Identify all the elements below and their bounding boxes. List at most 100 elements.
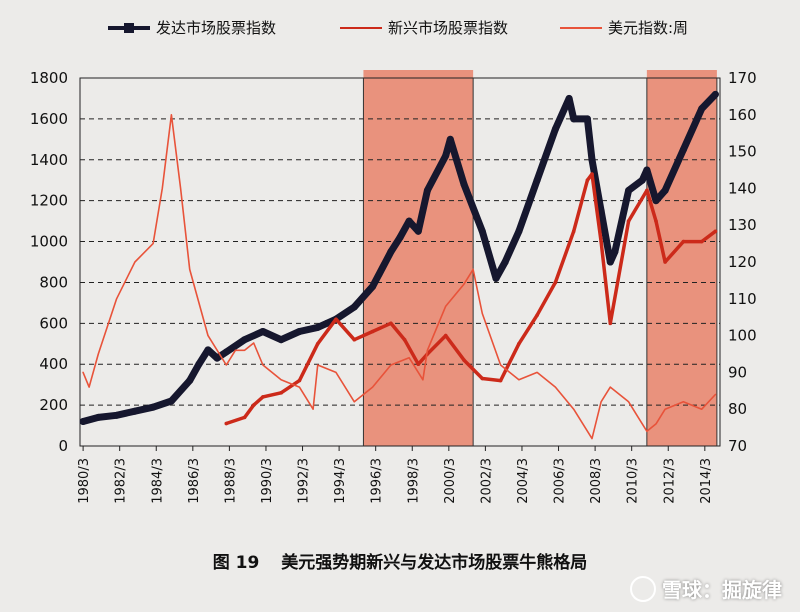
figure-title: 美元强势期新兴与发达市场股票牛熊格局 [281,553,588,573]
data-point [533,176,541,184]
data-point [387,248,395,256]
y-left-tick-label: 800 [39,273,68,291]
data-point [222,348,230,356]
data-point [460,180,468,188]
shaded-period-1 [646,70,717,446]
data-point [571,229,576,234]
data-point [352,337,357,342]
x-tick-label: 2012/3 [662,458,677,504]
data-point [402,337,407,342]
y-right-tick-label: 170 [728,69,757,87]
data-point [195,360,203,368]
x-tick-label: 1988/3 [223,458,238,504]
y-left-tick-label: 1400 [30,151,68,169]
data-point [597,207,605,215]
data-point [570,115,578,123]
data-point [654,219,658,223]
y-right-tick-label: 80 [728,400,747,418]
data-point [661,186,669,194]
data-point [608,321,613,326]
data-point [204,346,212,354]
x-tick-label: 1984/3 [150,458,165,504]
legend-label: 美元指数:周 [608,19,688,37]
data-point [565,94,573,102]
watermark-text: 雪球：掘旋律 [662,578,782,602]
data-point [699,239,704,244]
y-right-tick-label: 130 [728,216,757,234]
data-point [261,395,265,399]
x-tick-label: 2000/3 [443,458,458,504]
data-point [599,239,603,244]
data-point [446,135,454,143]
data-point [389,321,393,326]
y-left-tick-label: 400 [39,355,68,373]
data-point [553,280,558,285]
data-point [213,354,221,362]
y-left-tick-label: 1600 [30,110,68,128]
data-point [442,152,450,160]
x-tick-label: 1996/3 [370,458,385,504]
data-point [314,323,322,331]
data-point [625,186,633,194]
data-point [583,115,591,123]
x-tick-label: 1994/3 [333,458,348,504]
y-left-tick-label: 1200 [30,192,68,210]
data-point [443,333,448,338]
watermark: 雪球：掘旋律 [630,574,782,603]
x-tick-label: 1982/3 [114,458,129,504]
x-tick-label: 2008/3 [589,458,604,504]
data-point [369,283,377,291]
data-point [241,336,249,344]
data-point [698,105,706,113]
x-tick-label: 2004/3 [516,458,531,504]
y-left-tick-label: 600 [39,314,68,332]
figure-number: 图 19 [212,553,260,573]
data-point [113,411,121,419]
snowball-logo-icon [630,575,656,602]
data-point [167,397,175,405]
data-point [588,156,596,164]
x-tick-label: 2014/3 [699,458,714,504]
data-point [517,341,521,346]
data-point [416,362,421,367]
data-point [405,217,413,225]
series-line-2 [82,114,717,440]
data-point [295,328,303,336]
data-point [297,378,302,383]
y-right-tick-label: 150 [728,143,757,161]
data-point [551,125,559,133]
data-point [94,413,102,421]
y-right-tick-label: 140 [728,179,757,197]
data-point [323,319,331,327]
data-point [498,378,503,383]
x-tick-label: 1998/3 [406,458,421,504]
data-point [711,90,719,98]
data-point [478,227,486,235]
data-point [414,227,422,235]
data-point [462,358,466,362]
data-point [643,166,651,174]
data-point [645,188,649,193]
x-tick-label: 1992/3 [297,458,312,504]
chart-area: 0 200 400 600 800 1000 1200 1400 1600 1800 70 80 90 1… [30,19,757,504]
data-point [251,403,256,407]
data-point [626,219,631,223]
data-point [501,258,509,266]
data-point [585,178,590,183]
shaded-period-0 [363,70,474,446]
data-point [638,176,646,184]
y-right-tick-label: 70 [728,437,747,455]
y-right-tick-label: 100 [728,327,757,345]
data-point [681,239,686,244]
data-point [590,172,594,176]
data-point [492,274,500,282]
data-point [224,421,229,426]
y-right-tick-label: 90 [728,363,747,381]
legend-marker [124,23,134,33]
data-point [663,260,667,264]
y-left-tick-label: 200 [39,396,68,414]
y-right-tick-label: 120 [728,253,757,271]
data-point [535,313,539,317]
data-point [315,341,320,346]
y-left-tick-label: 0 [58,437,68,455]
